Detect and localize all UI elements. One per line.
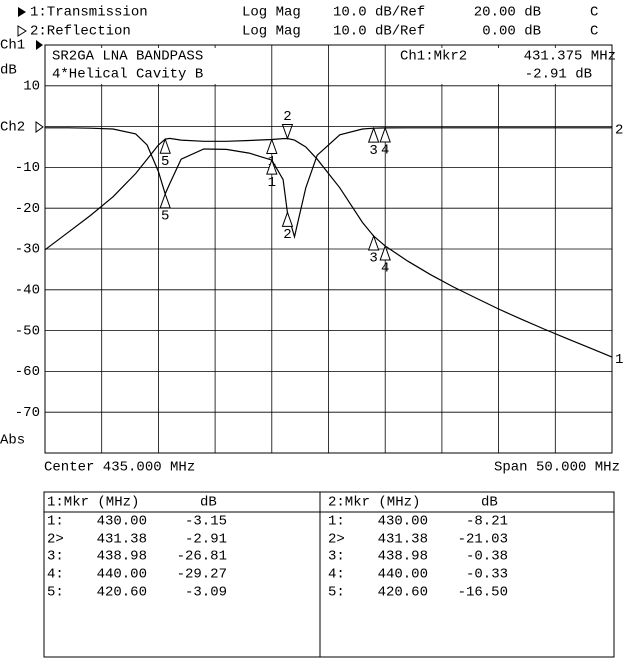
trace-setting: 0.00 dB [482, 24, 541, 40]
marker-id: 5: [47, 585, 64, 601]
marker [281, 210, 294, 227]
trace-setting: 10.0 dB/ [333, 5, 400, 21]
title-backdrop [50, 48, 240, 84]
marker-freq: 420.60 [97, 585, 147, 601]
marker-db: -0.33 [466, 567, 508, 583]
ch1-ref-symbol [36, 40, 43, 50]
y-tick-label: Abs [0, 433, 25, 449]
y-tick-label: -60 [15, 364, 40, 380]
marker-freq: 440.00 [97, 567, 147, 583]
table-header: dB [200, 495, 217, 511]
channel-symbol [17, 25, 27, 37]
marker [159, 192, 171, 209]
marker [266, 137, 278, 154]
marker-id: 5: [328, 585, 345, 601]
marker-freq: 440.00 [378, 567, 428, 583]
marker-label: 1 [268, 175, 276, 191]
trace-name: 1:Transmission [30, 5, 148, 21]
y-tick-label: 10 [23, 79, 40, 95]
marker-db: -8.21 [466, 514, 508, 530]
trace-setting: C [590, 24, 598, 40]
marker-db: -29.27 [177, 567, 227, 583]
marker-label: 5 [161, 154, 169, 170]
trace-setting: Log Mag [242, 5, 301, 21]
marker-freq: 431.38 [97, 532, 147, 548]
marker-freq: 430.00 [378, 514, 428, 530]
marker-freq: 438.98 [97, 549, 147, 565]
y-tick-label: -30 [15, 242, 40, 258]
marker-id: 4: [47, 567, 64, 583]
marker [281, 123, 294, 140]
active-marker-x: 431.375 MHz [524, 49, 616, 65]
marker-db: -21.03 [458, 532, 508, 548]
marker [159, 137, 171, 154]
trace-name: 2:Reflection [30, 24, 131, 40]
active-marker: Ch1:Mkr2 [400, 49, 467, 65]
trace-setting: Ref [400, 24, 425, 40]
marker-id: 2> [47, 532, 64, 548]
marker-label: 2 [283, 227, 291, 243]
y-tick-label: -20 [15, 201, 40, 217]
active-channel-symbol [18, 7, 26, 17]
table-header: 2:Mkr (MHz) [328, 495, 420, 511]
marker-label: 5 [161, 209, 169, 225]
marker-db: -2.91 [185, 532, 227, 548]
marker-freq: 420.60 [378, 585, 428, 601]
y-tick-label: -10 [15, 160, 40, 176]
marker-label: 3 [369, 143, 377, 159]
y-tick-label: -70 [15, 405, 40, 421]
marker-label: 2 [283, 109, 291, 125]
table-header: 1:Mkr (MHz) [47, 495, 139, 511]
y-tick-label: Ch1 [0, 38, 25, 54]
trace-setting: C [590, 5, 598, 21]
y-unit: dB [0, 63, 17, 79]
chart-title: SR2GA LNA BANDPASS [52, 49, 203, 65]
marker-db: -0.38 [466, 549, 508, 565]
x-label-left: Center 435.000 MHz [44, 460, 195, 476]
marker-freq: 431.38 [378, 532, 428, 548]
x-label-right: Span 50.000 MHz [494, 460, 620, 476]
trace-setting: Log Mag [242, 24, 301, 40]
marker-freq: 438.98 [378, 549, 428, 565]
marker-readout-backdrop [398, 48, 608, 84]
trace-end-label: 2 [615, 123, 623, 139]
marker-db: -3.15 [185, 514, 227, 530]
trace [45, 127, 612, 240]
y-tick-label: Ch2 [0, 119, 25, 135]
marker-label: 4 [381, 261, 389, 277]
marker-id: 3: [47, 549, 64, 565]
trace-end-label: 1 [615, 352, 623, 368]
trace-setting: Ref [400, 5, 425, 21]
marker [379, 126, 391, 143]
marker-label: 3 [369, 251, 377, 267]
active-marker-y: -2.91 dB [525, 67, 592, 83]
marker [367, 126, 380, 143]
ch2-ref-symbol [35, 121, 44, 133]
marker-db: -16.50 [458, 585, 508, 601]
marker-id: 1: [328, 514, 345, 530]
trace-setting: 10.0 dB/ [333, 24, 400, 40]
marker-freq: 430.00 [97, 514, 147, 530]
y-tick-label: -40 [15, 283, 40, 299]
marker-id: 3: [328, 549, 345, 565]
marker-label: 4 [381, 143, 389, 159]
chart-subtitle: 4*Helical Cavity B [52, 67, 203, 83]
marker-id: 4: [328, 567, 345, 583]
marker-db: -3.09 [185, 585, 227, 601]
marker-id: 1: [47, 514, 64, 530]
trace-setting: 20.00 dB [474, 5, 541, 21]
marker-table-frame [43, 491, 615, 658]
marker [367, 234, 380, 251]
y-tick-label: -50 [15, 323, 40, 339]
marker [379, 244, 391, 261]
marker-id: 2> [328, 532, 345, 548]
marker-db: -26.81 [177, 549, 227, 565]
marker [266, 158, 278, 175]
table-header: dB [481, 495, 498, 511]
